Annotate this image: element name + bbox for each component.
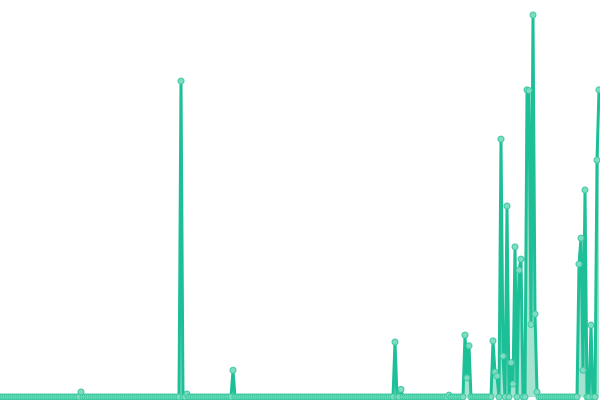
data-point bbox=[591, 393, 599, 400]
data-point bbox=[529, 11, 537, 19]
data-point bbox=[499, 352, 507, 360]
series-markers bbox=[0, 11, 600, 400]
data-point bbox=[461, 331, 469, 339]
data-point bbox=[509, 380, 517, 388]
data-point bbox=[495, 393, 503, 400]
data-point bbox=[517, 255, 525, 263]
data-point bbox=[465, 342, 473, 350]
data-point bbox=[581, 186, 589, 194]
data-point bbox=[493, 372, 501, 380]
data-point bbox=[575, 260, 583, 268]
data-point bbox=[513, 393, 521, 400]
data-point bbox=[505, 393, 513, 400]
data-point bbox=[579, 366, 587, 374]
data-point bbox=[391, 338, 399, 346]
data-point bbox=[521, 393, 529, 400]
data-point bbox=[573, 393, 581, 400]
data-point bbox=[507, 359, 515, 367]
data-point bbox=[397, 385, 405, 393]
data-point bbox=[595, 86, 600, 94]
data-point bbox=[497, 135, 505, 143]
data-point bbox=[229, 366, 237, 374]
data-point bbox=[177, 77, 185, 85]
data-point bbox=[463, 374, 471, 382]
data-point bbox=[487, 393, 495, 400]
data-point bbox=[515, 266, 523, 274]
data-point bbox=[503, 202, 511, 210]
data-point bbox=[511, 243, 519, 251]
data-point bbox=[587, 321, 595, 329]
data-point bbox=[525, 87, 533, 95]
data-point bbox=[577, 234, 585, 242]
data-point bbox=[593, 156, 600, 164]
data-point bbox=[459, 393, 467, 400]
data-point bbox=[531, 310, 539, 318]
data-point bbox=[527, 320, 535, 328]
data-point bbox=[489, 337, 497, 345]
